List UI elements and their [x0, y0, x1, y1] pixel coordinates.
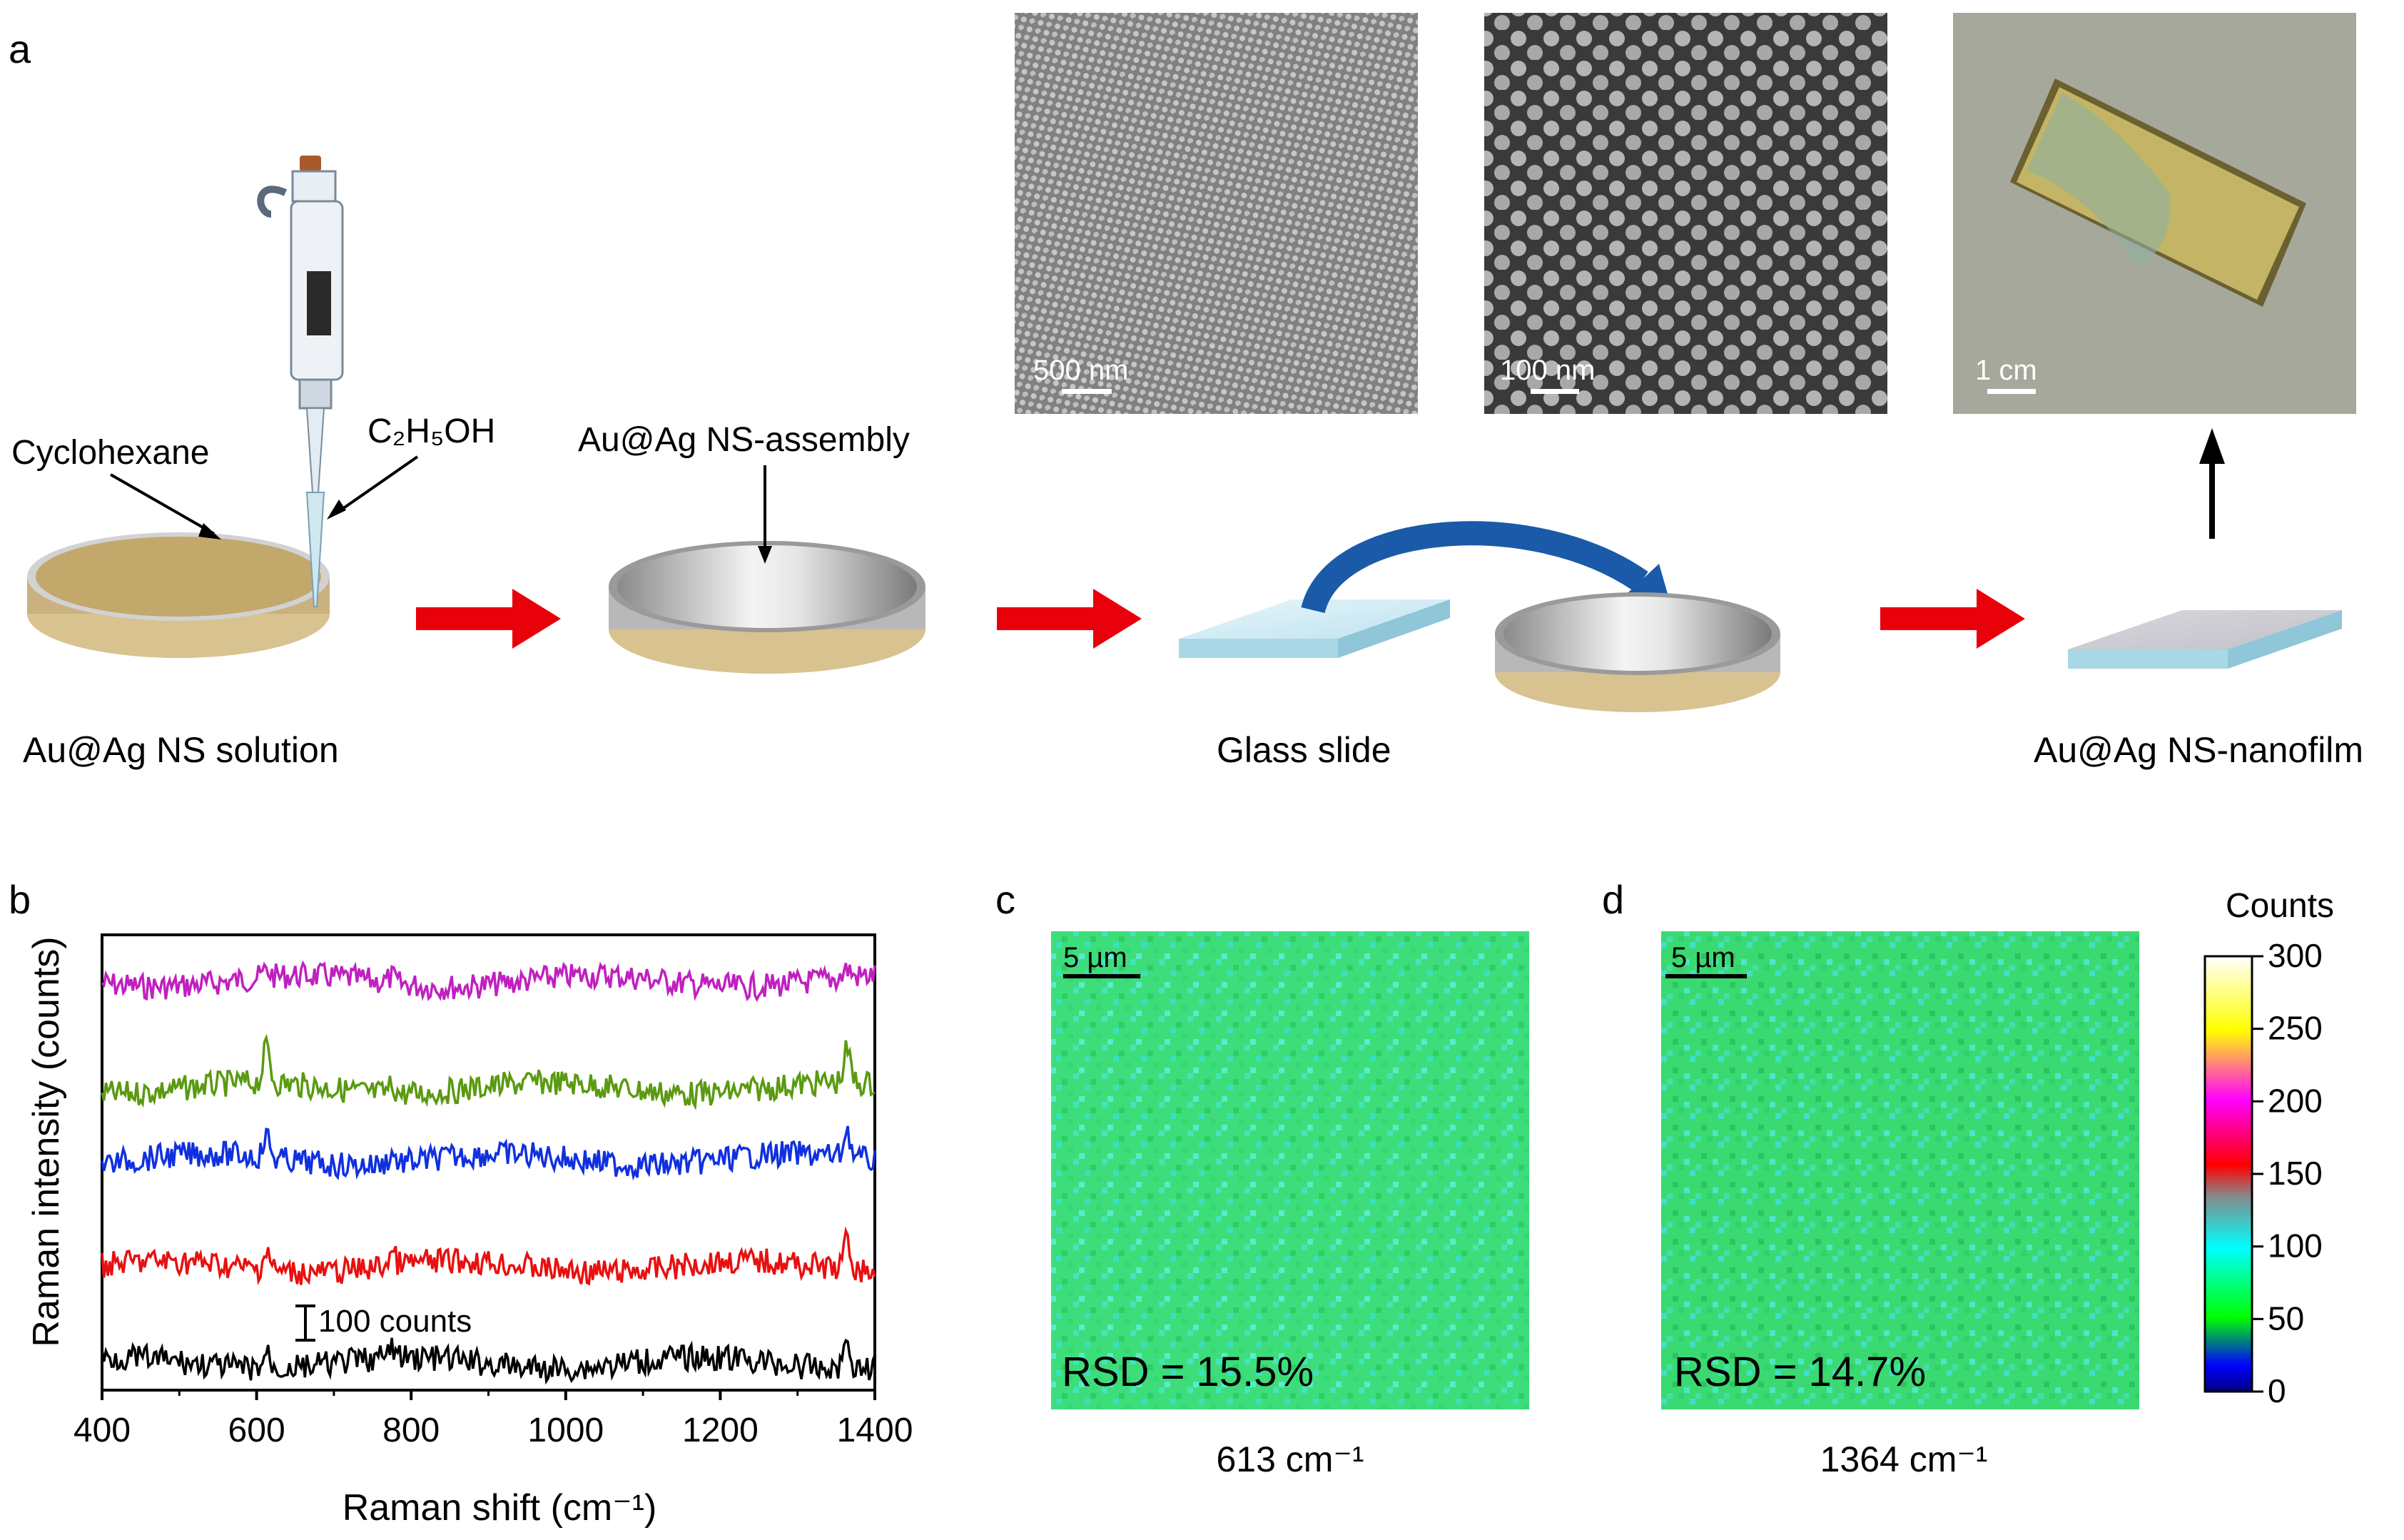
assembly-label: Au@Ag NS-assembly [578, 421, 910, 459]
glass-slide-icon [1179, 599, 1450, 658]
colorbar-tick-label: 100 [2268, 1227, 2323, 1265]
panel-a-letter: a [9, 26, 31, 71]
colorbar-tick-label: 0 [2268, 1372, 2286, 1409]
colorbar-tick-label: 250 [2268, 1010, 2323, 1047]
ethanol-label: C₂H₅OH [367, 412, 495, 450]
y-axis-label: Raman intensity (counts) [26, 936, 67, 1347]
panel-b-letter: b [9, 877, 31, 922]
sem-image-high-mag: 100 nm [1484, 13, 1887, 414]
scale-bar-label: 1 cm [1975, 355, 2037, 386]
cyclohexane-label: Cyclohexane [11, 434, 210, 472]
colorbar-tick-label: 300 [2268, 937, 2323, 974]
colorbar [2203, 955, 2253, 1393]
panel-c-letter: c [995, 877, 1015, 922]
colorbar-title: Counts [2226, 887, 2334, 925]
panel-d-letter: d [1602, 877, 1624, 922]
red-arrow-icon [1880, 589, 2025, 649]
solution-label: Au@Ag NS solution [23, 730, 339, 770]
x-tick-label: 1400 [837, 1412, 913, 1449]
scale-bar [1531, 389, 1579, 394]
petri-dish-solution [27, 532, 330, 658]
x-tick-label: 400 [73, 1412, 131, 1449]
nanofilm-label: Au@Ag NS-nanofilm [2034, 730, 2363, 770]
map-caption: 613 cm⁻¹ [1216, 1439, 1364, 1479]
scale-bar [1987, 389, 2036, 394]
scale-bar-label: 5 µm [1671, 942, 1735, 973]
x-axis-label: Raman shift (cm⁻¹) [343, 1487, 657, 1529]
rsd-label: RSD = 15.5% [1062, 1349, 1314, 1395]
scale-bar-label: 100 nm [1500, 355, 1595, 386]
colorbar-tick-label: 150 [2268, 1155, 2323, 1192]
petri-dish-assembly [609, 541, 925, 674]
scale-bar-label: 500 nm [1033, 355, 1128, 386]
rsd-label: RSD = 14.7% [1674, 1349, 1926, 1395]
glass-slide-label: Glass slide [1217, 730, 1391, 770]
raman-map-613: 5 µm RSD = 15.5% [1051, 931, 1529, 1409]
scale-bar-label: 100 counts [318, 1304, 472, 1339]
nanofilm-slide-icon [2068, 610, 2342, 669]
x-tick-label: 1000 [527, 1412, 604, 1449]
spectrum-line [101, 960, 876, 1003]
red-arrow-icon [416, 589, 561, 649]
x-tick-label: 800 [382, 1412, 440, 1449]
scale-bar [1062, 389, 1112, 394]
scale-bar-label: 5 µm [1063, 942, 1127, 973]
spectrum-line [101, 1337, 876, 1385]
petri-dish-transferred [1495, 592, 1780, 712]
up-arrow-icon [2199, 428, 2225, 539]
x-tick-label: 1200 [682, 1412, 759, 1449]
colorbar-ticks: 300 250 200 150 100 50 0 [2252, 937, 2323, 1409]
sem-image-low-mag: 500 nm [1015, 13, 1418, 414]
colorbar-tick-label: 50 [2268, 1300, 2304, 1337]
x-tick-label: 600 [228, 1412, 285, 1449]
raman-chart: 400 600 800 1000 1200 1400 [73, 933, 913, 1449]
spectrum-line [101, 1226, 876, 1286]
nanofilm-photo: 1 cm [1953, 13, 2356, 414]
red-arrow-icon [997, 589, 1142, 649]
raman-map-1364: 5 µm RSD = 14.7% [1661, 931, 2139, 1409]
map-caption: 1364 cm⁻¹ [1820, 1439, 1988, 1479]
colorbar-tick-label: 200 [2268, 1082, 2323, 1119]
spectrum-line [101, 1125, 876, 1181]
spectrum-line [101, 1033, 876, 1111]
pipette-icon [257, 156, 344, 607]
